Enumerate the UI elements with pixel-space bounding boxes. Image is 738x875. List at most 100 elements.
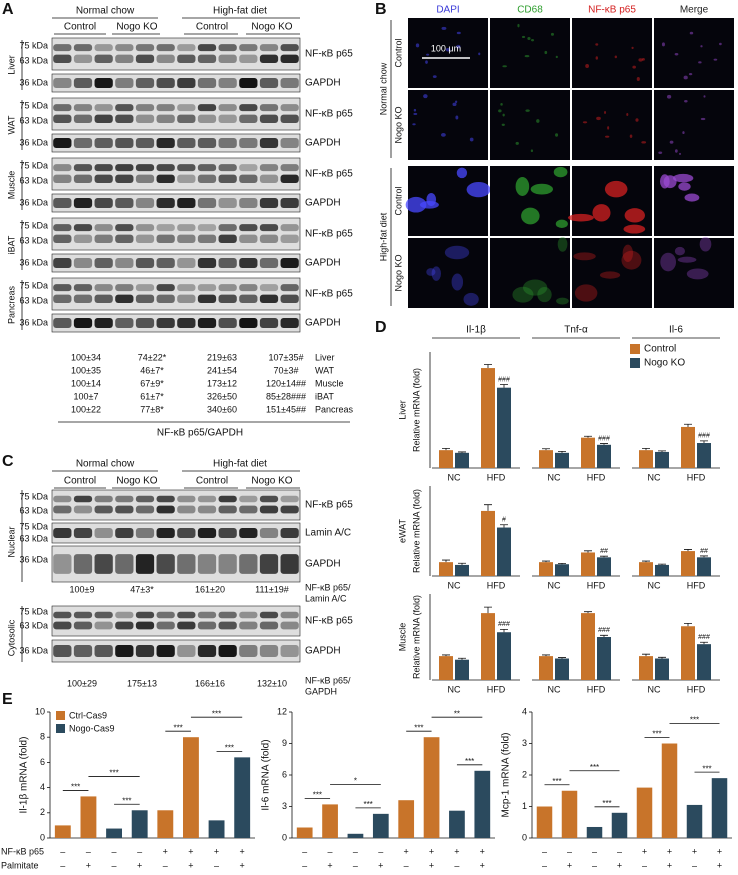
blot-band — [280, 258, 299, 268]
quant-value: 77±8* — [140, 404, 164, 414]
micrograph — [572, 90, 652, 160]
bar — [581, 437, 595, 468]
blot-band — [94, 54, 113, 63]
legend-label: Nogo KO — [644, 358, 685, 369]
group-label: Tnf-α — [564, 325, 588, 336]
blot-band — [73, 554, 93, 574]
bar — [439, 562, 453, 576]
blot-band — [218, 505, 237, 514]
blot-band — [156, 174, 175, 183]
ladder-label: 36 kDa — [19, 77, 48, 87]
blot — [51, 313, 301, 333]
condition-sign: + — [188, 846, 193, 856]
blot-band — [94, 224, 113, 232]
quant-value: 61±7* — [140, 391, 164, 401]
genotype-label: Control — [393, 186, 403, 215]
error-bar — [658, 450, 666, 452]
blot-band — [73, 104, 93, 112]
quant-tissue: iBAT — [315, 391, 334, 401]
blot-band — [135, 611, 155, 619]
significance: *** — [122, 796, 131, 805]
condition-sign: – — [328, 846, 333, 856]
bar — [636, 787, 653, 838]
cell-signal — [530, 38, 535, 42]
cell-signal — [698, 61, 702, 64]
error-bar — [442, 447, 450, 451]
error-bar — [442, 559, 450, 563]
blot-band — [73, 495, 93, 503]
y-axis-label: Il-1β mRNA (fold) — [19, 737, 30, 814]
bar — [54, 825, 71, 838]
blot-band — [94, 44, 113, 52]
blot — [51, 522, 301, 544]
blot-band — [197, 198, 217, 208]
quant-value: 100±29 — [67, 678, 97, 688]
blot-band — [280, 198, 299, 208]
cell-signal — [451, 273, 464, 291]
y-tick-label: 6 — [282, 769, 287, 779]
blot-band — [156, 284, 175, 292]
blot-band — [239, 138, 258, 148]
fraction-label: Cytosolic — [6, 619, 16, 656]
significance: ## — [600, 548, 608, 555]
blot-band — [197, 164, 217, 172]
blot-band — [239, 174, 258, 183]
blot-band — [94, 528, 113, 538]
blot-band — [259, 78, 279, 88]
condition-sign: – — [137, 846, 142, 856]
y-axis-label: Relative mRNA (fold) — [411, 595, 421, 679]
quant-value: 161±20 — [195, 584, 225, 594]
blot-band — [197, 528, 217, 538]
error-bar — [458, 657, 466, 660]
blot-band — [197, 505, 217, 514]
bar — [539, 656, 553, 680]
blot-band — [239, 528, 258, 538]
blot-band — [218, 554, 237, 574]
blot-band — [115, 114, 134, 123]
error-bar — [484, 364, 492, 369]
blot-band — [197, 54, 217, 63]
significance: *** — [590, 763, 599, 772]
blot-band — [197, 258, 217, 268]
blot-band — [239, 78, 258, 88]
blot-band — [259, 644, 279, 658]
bar — [449, 810, 465, 838]
condition-sign: + — [404, 846, 409, 856]
y-axis-label: Relative mRNA (fold) — [411, 368, 421, 452]
blot-band — [259, 198, 279, 208]
blot-band — [259, 528, 279, 538]
blot-band — [115, 611, 134, 619]
quant-caption: GAPDH — [305, 686, 337, 696]
blot-band — [280, 611, 299, 619]
genotype-label: Control — [64, 476, 96, 487]
genotype-label: Nogo KO — [393, 106, 403, 143]
cell-signal — [674, 53, 679, 56]
blot-band — [197, 104, 217, 112]
quant-value: 100±14 — [71, 378, 101, 388]
significance: * — [354, 777, 357, 786]
quant-value: 173±12 — [207, 378, 237, 388]
condition-sign: + — [429, 860, 434, 870]
ladder-label: 75 kDa — [19, 280, 48, 290]
blot-band — [239, 644, 258, 658]
blot — [51, 545, 301, 583]
blot-band — [73, 284, 93, 292]
error-bar — [600, 634, 608, 637]
cell-signal — [683, 75, 688, 80]
blot-band — [259, 164, 279, 172]
cell-signal — [678, 182, 691, 191]
blot-band — [94, 644, 113, 658]
error-bar — [584, 550, 592, 553]
ladder-label: 75 kDa — [19, 100, 48, 110]
condition-sign: + — [692, 846, 697, 856]
ladder-label: 36 kDa — [19, 197, 48, 207]
blot-band — [115, 644, 134, 658]
bar — [481, 613, 495, 680]
blot-band — [135, 138, 155, 148]
cell-signal — [500, 103, 503, 106]
quant-caption: NF-κB p65/GAPDH — [157, 428, 243, 439]
quant-tissue: Pancreas — [315, 404, 354, 414]
panel-letter: A — [2, 1, 14, 18]
blot-band — [53, 258, 72, 268]
